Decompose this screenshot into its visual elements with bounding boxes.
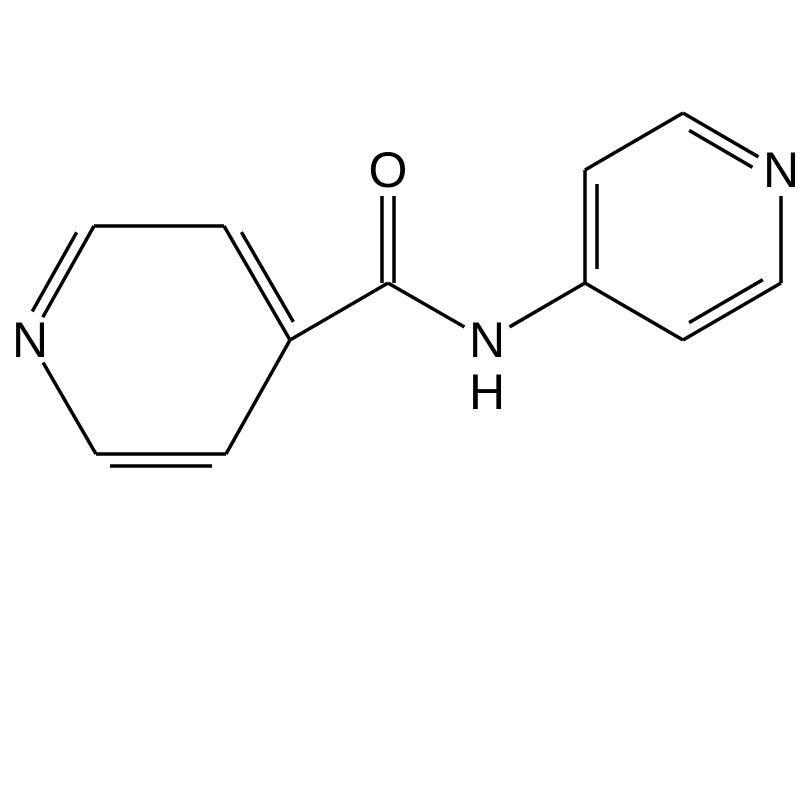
atom-h-label: H: [469, 364, 505, 420]
atom-label: N: [469, 312, 505, 368]
atom-label: N: [12, 312, 48, 368]
atom-label: N: [763, 142, 799, 198]
molecule-diagram: NONHN: [0, 0, 800, 800]
atom-label: O: [369, 142, 408, 198]
